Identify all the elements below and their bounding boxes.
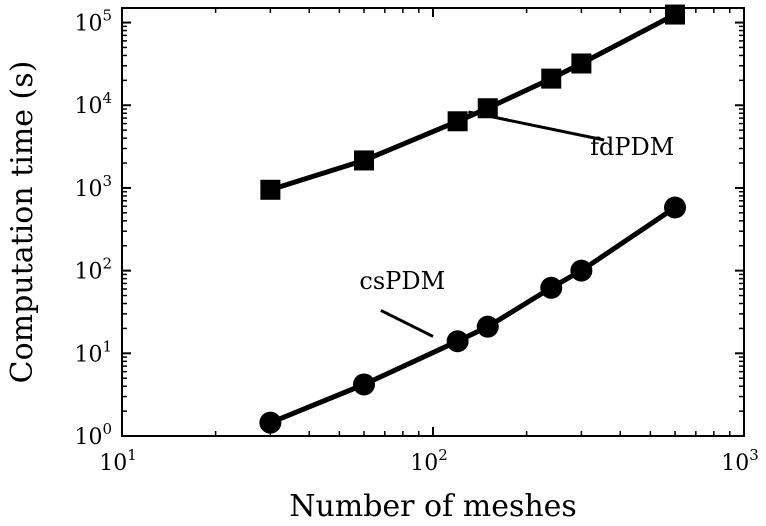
lines-layer [267,12,678,426]
y-tick-label: 104 [74,89,112,119]
point-csPDM [259,411,282,434]
y-tick-label: 103 [74,172,112,202]
series-line-fdPDM [267,12,678,193]
y-tick-label: 100 [74,420,112,450]
annotation-leader-fdPDM [468,110,605,142]
x-tick-label: 101 [99,446,137,476]
y-tick-label: 102 [74,255,112,285]
point-fdPDM [354,150,375,171]
series-line-csPDM [267,205,678,426]
y-tick-label: 101 [74,337,112,367]
point-csPDM [353,373,376,396]
x-tick-label: 103 [721,446,759,476]
point-fdPDM [541,68,562,89]
point-fdPDM [571,53,592,74]
y-tick-label: 105 [74,7,112,37]
markers-layer [259,4,687,434]
y-axis-title: Computation time (s) [5,61,40,384]
point-csPDM [446,330,469,353]
annotation-label-csPDM: csPDM [359,267,445,295]
point-csPDM [540,276,563,299]
x-axis-title: Number of meshes [289,489,577,524]
point-fdPDM [665,4,686,25]
point-fdPDM [477,98,498,119]
point-csPDM [664,196,687,219]
annotations-layer: fdPDM csPDM [359,110,674,338]
point-csPDM [570,259,593,282]
point-csPDM [476,315,499,338]
point-fdPDM [260,179,281,200]
x-tick-label: 102 [410,446,448,476]
annotation-leader-csPDM [380,309,434,338]
annotation-label-fdPDM: fdPDM [590,133,674,161]
point-fdPDM [447,111,468,132]
